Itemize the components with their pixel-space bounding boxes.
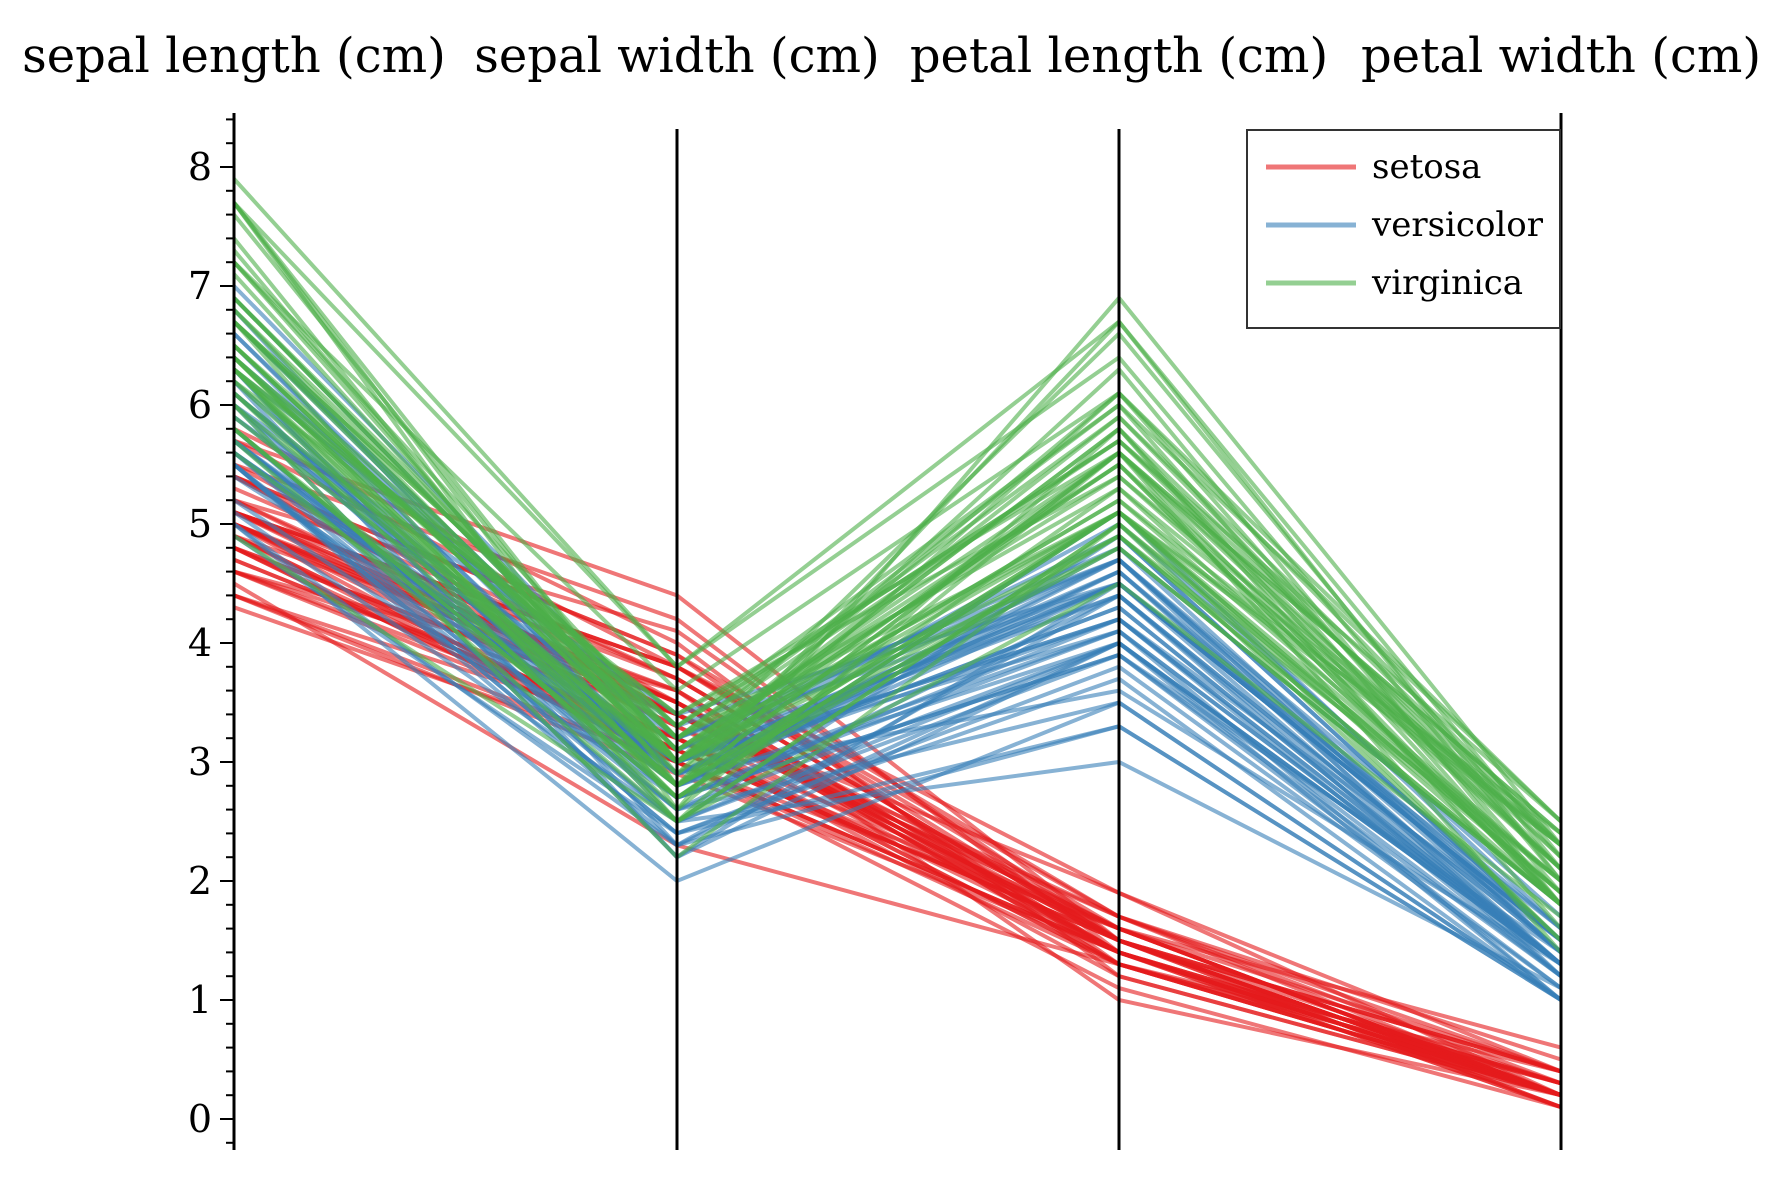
legend: setosa versicolor virginica [1246,129,1561,329]
virginica-line-18 [232,201,1563,859]
legend-label-setosa: setosa [1372,147,1481,187]
y-tick-label: 3 [188,740,212,784]
y-tick-label: 6 [188,383,212,427]
axis-title-sepal-width: sepal width (cm) [474,28,879,84]
y-tick-label: 5 [188,502,212,546]
y-tick-label: 0 [188,1097,212,1141]
virginica-line-20 [232,403,1563,942]
virginica-line-10 [232,260,1563,823]
y-tick-label: 4 [188,621,212,665]
y-tick-label: 7 [188,264,212,308]
series-virginica [232,177,1563,954]
legend-label-versicolor: versicolor [1371,205,1544,245]
y-axis-ticks: 0 1 2 3 4 5 6 7 8 [188,118,234,1144]
y-tick-label: 8 [188,145,212,189]
virginica-line-23 [232,201,1563,883]
axis-title-sepal-length: sepal length (cm) [22,28,446,84]
versicolor-line-40 [232,462,1563,966]
virginica-line-45 [232,320,1563,824]
axis-titles: sepal length (cm) sepal width (cm) petal… [22,28,1761,84]
y-tick-label: 1 [188,978,212,1022]
versicolor-line-32 [232,462,1563,1002]
axis-title-petal-length: petal length (cm) [910,28,1328,84]
virginica-line-41 [232,320,1563,835]
versicolor-line-44 [232,522,1563,1002]
virginica-line-50 [232,415,1563,907]
virginica-line-43 [232,427,1563,895]
versicolor-line-49 [232,510,1562,990]
y-tick-label: 2 [188,859,212,903]
virginica-line-7 [232,534,1563,919]
legend-box [1246,129,1561,329]
virginica-line-49 [232,379,1563,847]
series-lines [232,177,1563,1110]
legend-label-virginica: virginica [1371,263,1523,303]
axis-title-petal-width: petal width (cm) [1361,28,1761,84]
virginica-line-33 [232,355,1563,859]
virginica-line-48 [232,344,1563,883]
